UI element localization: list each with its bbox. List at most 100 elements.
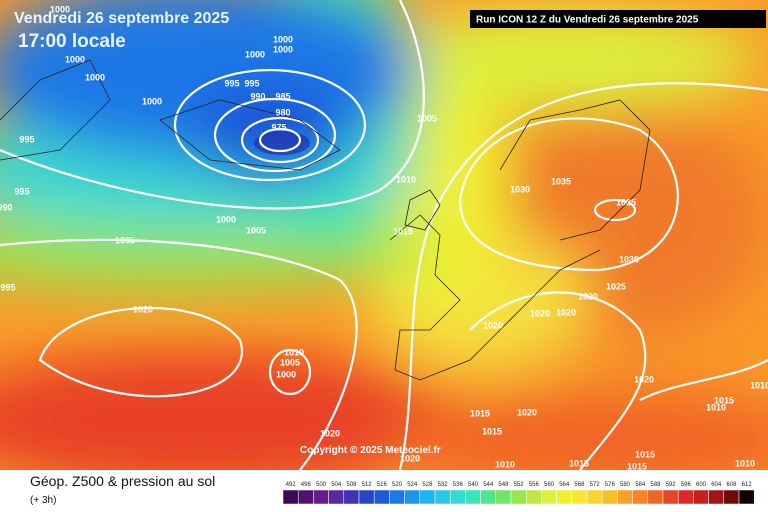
scale-label: 540 [468,482,479,488]
local-time: 17:00 locale [18,31,126,52]
scale-label: 580 [620,482,631,488]
scale-swatch [297,489,314,505]
color-scale: 492 496 500 504 508 512 516 520 524 528 532 536 540 5… [282,482,755,505]
isobar-label: 1000 [276,369,296,379]
scale-label: 572 [590,482,601,488]
isobar-label: 1020 [400,453,420,463]
scale-label: 492 [286,482,297,488]
coastlines [0,59,651,381]
scale-label: 604 [711,482,722,488]
scale-label: 516 [377,482,388,488]
scale-swatch [404,489,421,505]
scale-label: 504 [331,482,342,488]
scale-swatch [541,489,557,505]
scale-swatch [556,489,573,505]
isobar-label: 1010 [735,458,755,468]
scale-swatch [465,489,481,505]
scale-label: 500 [316,482,327,488]
scale-swatch [510,489,527,505]
isobar-label: 1000 [50,4,70,14]
scale-label: 548 [498,482,509,488]
scale-swatch [632,489,649,505]
isobar-label: 975 [271,122,286,132]
isobar-label: 1015 [635,449,655,459]
isobar-label: 1005 [280,357,300,367]
scale-swatch [313,489,329,505]
isobar-label: 1010 [284,347,304,357]
isobar-label: 1020 [556,307,576,317]
isobar-label: 990 [250,91,265,101]
isobar-label: 1000 [245,49,265,59]
isobar-label: 1010 [750,380,768,390]
isobar-label: 1020 [133,304,153,314]
scale-label: 532 [438,482,449,488]
scale-swatch [708,489,725,505]
isobar-label: 1020 [530,308,550,318]
scale-label: 568 [574,482,585,488]
isobar-label: 1015 [393,226,413,236]
scale-swatch [434,489,451,505]
isobar-label: 1010 [396,174,416,184]
isobar-label: 995 [0,282,15,292]
isobar-label: 1020 [634,374,654,384]
isobar-label: 985 [275,91,290,101]
scale-swatch [571,489,588,505]
date: Vendredi 26 septembre 2025 [14,10,229,27]
scale-swatch [480,489,497,505]
isobar-label: 1015 [470,408,490,418]
isobar-label: 1005 [417,113,437,123]
scale-label: 564 [559,482,570,488]
isobar-label: 1015 [714,395,734,405]
scale-label: 536 [453,482,464,488]
isobar-label: 1000 [216,214,236,224]
scale-swatch [662,489,679,505]
isobar-label: 1035 [616,197,636,207]
run-box [470,10,766,28]
isobar-label: 1020 [578,291,598,301]
run-info: Run ICON 12 Z du Vendredi 26 septembre 2… [476,15,699,26]
scale-label: 600 [696,482,707,488]
scale-label: 544 [483,482,494,488]
isobar-label: 1025 [606,281,626,291]
scale-label: 496 [301,482,312,488]
isobar-label: 1005 [115,235,135,245]
scale-swatch [389,489,405,505]
scale-label: 552 [514,482,525,488]
geopotential-field [0,0,768,470]
scale-swatch [723,489,740,505]
isobar-label: 995 [19,134,34,144]
isobar-label: 980 [275,107,290,117]
footer-lead: (+ 3h) [30,495,56,506]
scale-swatch [419,489,436,505]
isobar-label: 995 [224,78,239,88]
scale-label: 508 [346,482,357,488]
scale-label: 608 [726,482,737,488]
isobar-label: 1010 [495,459,515,469]
scale-swatch [586,489,603,505]
scale-label: 560 [544,482,555,488]
isobar-label: 990 [0,202,13,212]
isobar-label: 1000 [273,44,293,54]
scale-swatch [601,489,618,505]
scale-swatch [617,489,633,505]
scale-swatch [738,489,755,505]
scale-swatch [677,489,694,505]
scale-label: 576 [605,482,616,488]
scale-label: 528 [422,482,433,488]
scale-label: 588 [650,482,661,488]
isobar-label: 1030 [510,184,530,194]
scale-swatch [449,489,466,505]
scale-swatch [693,489,709,505]
isobar-label: 1005 [246,225,266,235]
isobar-label: 1015 [627,461,647,471]
isobar-label: 1015 [569,458,589,468]
scale-swatch [343,489,360,505]
scale-label: 596 [681,482,692,488]
isobar-label: 1030 [619,254,639,264]
scale-label: 556 [529,482,540,488]
copyright: Copyright © 2025 Meteociel.fr [300,445,441,456]
scale-swatch [525,489,542,505]
footer-title: Géop. Z500 & pression au sol [30,473,215,489]
